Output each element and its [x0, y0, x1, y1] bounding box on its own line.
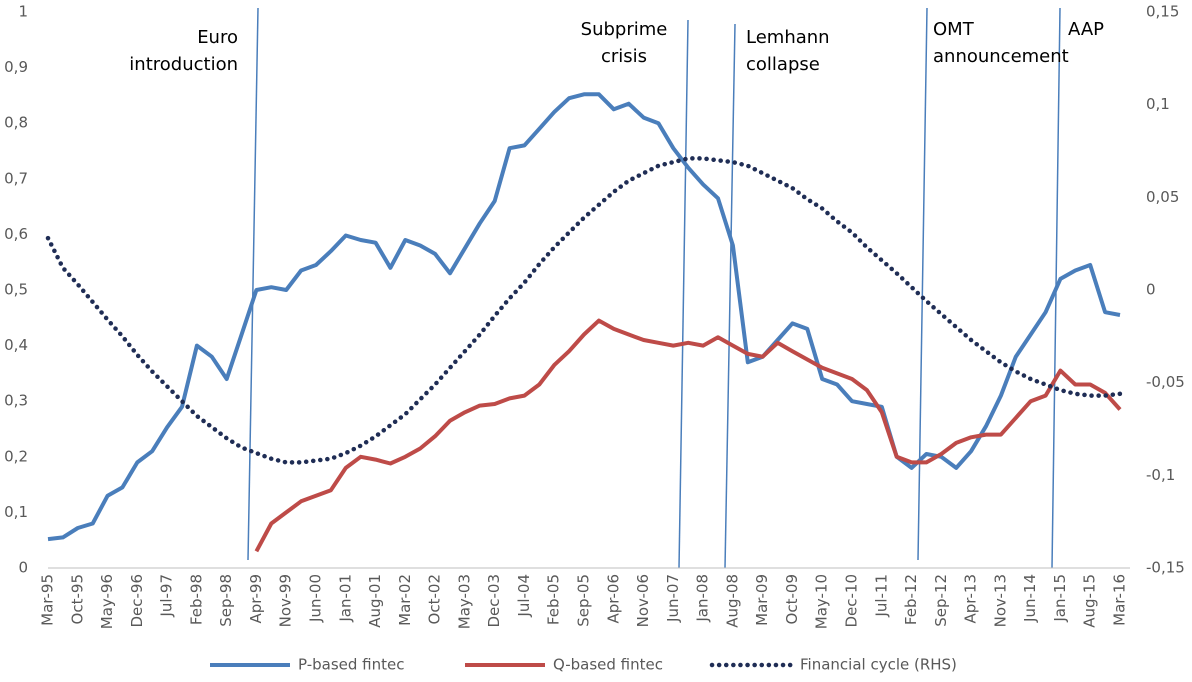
annotation: Lemhann — [746, 27, 830, 48]
y-tick-label: 0,2 — [4, 447, 28, 465]
event-line — [917, 7, 928, 561]
x-tick-label: Dec-10 — [843, 574, 861, 628]
x-tick-label: Apr-13 — [962, 574, 980, 624]
x-tick-label: May-10 — [813, 574, 831, 629]
x-tick-label: Aug-15 — [1081, 574, 1099, 628]
x-tick-label: Aug-01 — [366, 574, 384, 628]
y2-tick-label: -0,1 — [1146, 466, 1175, 484]
event-line — [247, 7, 259, 561]
x-tick-label: Mar-09 — [753, 574, 771, 626]
event-line — [724, 23, 736, 569]
x-tick-label: Oct-95 — [68, 574, 86, 624]
y-tick-label: 0,4 — [4, 336, 28, 354]
x-tick-label: Jan-01 — [336, 574, 354, 623]
x-tick-label: Jun-07 — [664, 574, 682, 623]
y2-tick-label: -0,15 — [1146, 559, 1185, 577]
x-tick-label: Feb-05 — [545, 574, 563, 625]
x-tick-label: May-96 — [98, 574, 116, 629]
y-tick-label: 0,6 — [4, 225, 28, 243]
x-tick-label: Sep-98 — [217, 574, 235, 627]
annotation: Euro — [197, 27, 238, 48]
y-tick-label: 1 — [18, 3, 28, 21]
x-tick-label: Jan-15 — [1051, 574, 1069, 623]
x-tick-label: Jul-04 — [515, 574, 533, 618]
annotation: collapse — [746, 54, 820, 75]
x-tick-label: Aug-08 — [723, 574, 741, 628]
legend-label: P-based fintec — [298, 656, 405, 674]
x-tick-label: Nov-13 — [991, 574, 1009, 627]
legend-label: Q-based fintec — [553, 656, 663, 674]
x-tick-label: May-03 — [455, 574, 473, 629]
legend-label: Financial cycle (RHS) — [800, 656, 957, 674]
y-tick-label: 0 — [18, 559, 28, 577]
x-tick-label: Sep-12 — [932, 574, 950, 627]
x-tick-label: Dec-03 — [485, 574, 503, 628]
y2-tick-label: 0,15 — [1146, 3, 1179, 21]
annotation: OMT — [933, 19, 975, 40]
y-tick-label: 0,7 — [4, 169, 28, 187]
x-tick-label: Oct-02 — [426, 574, 444, 624]
annotation: AAP — [1068, 19, 1104, 40]
annotation: announcement — [933, 46, 1069, 67]
y-tick-label: 0,5 — [4, 281, 28, 299]
y-tick-label: 0,3 — [4, 392, 28, 410]
x-tick-label: Sep-05 — [575, 574, 593, 627]
x-tick-label: Jun-14 — [1021, 574, 1039, 623]
y2-tick-label: -0,05 — [1146, 373, 1185, 391]
y-tick-label: 0,9 — [4, 58, 28, 76]
annotation: introduction — [129, 54, 238, 75]
x-tick-label: Feb-98 — [187, 574, 205, 625]
x-tick-label: Jul-97 — [158, 574, 176, 618]
x-tick-label: Feb-12 — [902, 574, 920, 625]
x-tick-label: Nov-99 — [277, 574, 295, 627]
y2-tick-label: 0,1 — [1146, 95, 1170, 113]
x-tick-label: Mar-95 — [39, 574, 57, 626]
x-tick-label: Jan-08 — [694, 574, 712, 623]
x-tick-label: Oct-09 — [783, 574, 801, 624]
annotation: crisis — [601, 46, 647, 67]
x-tick-label: Apr-99 — [247, 574, 265, 624]
y2-tick-label: 0,05 — [1146, 188, 1179, 206]
series-line — [254, 318, 1122, 553]
y-tick-label: 0,8 — [4, 114, 28, 132]
annotation: Subprime — [581, 19, 668, 40]
x-tick-label: Mar-02 — [396, 574, 414, 626]
series-line — [45, 156, 1123, 465]
x-tick-label: Mar-16 — [1111, 574, 1129, 626]
x-tick-label: Jul-11 — [872, 574, 890, 618]
x-tick-label: Dec-96 — [128, 574, 146, 628]
x-tick-label: Apr-06 — [604, 574, 622, 624]
x-tick-label: Nov-06 — [634, 574, 652, 627]
y2-tick-label: 0 — [1146, 281, 1156, 299]
event-line — [678, 19, 689, 569]
series-line — [47, 92, 1121, 542]
x-tick-label: Jun-00 — [307, 574, 325, 623]
y-tick-label: 0,1 — [4, 503, 28, 521]
